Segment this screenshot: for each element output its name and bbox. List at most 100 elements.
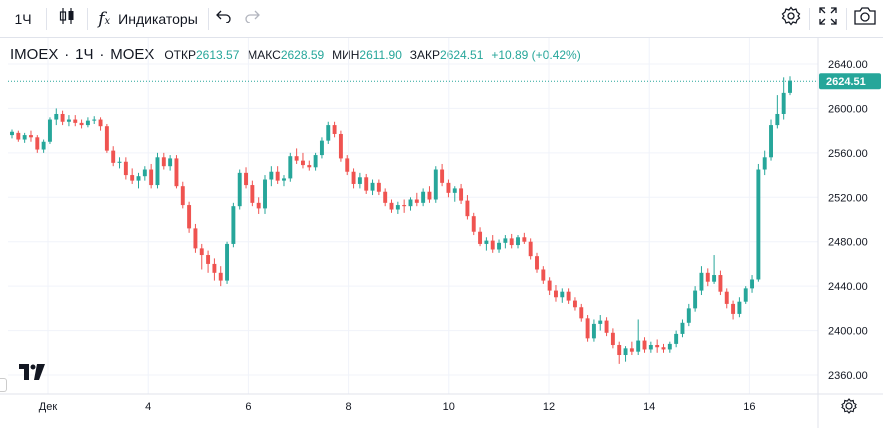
candle xyxy=(168,155,173,171)
candle xyxy=(718,270,723,296)
open-value: 2613.57 xyxy=(196,48,240,62)
fullscreen-button[interactable] xyxy=(810,0,846,38)
candle xyxy=(395,201,400,214)
candle-body xyxy=(579,307,584,319)
candle xyxy=(566,288,571,304)
candle xyxy=(680,319,685,338)
candle-body xyxy=(269,171,274,180)
candle-body xyxy=(263,179,267,209)
candle xyxy=(737,297,742,318)
candle xyxy=(54,108,59,126)
candle xyxy=(459,183,464,204)
price-chart[interactable]: 2640.00 2600.00 2560.00 2520.00 2480.00 2440.… xyxy=(0,38,883,428)
candle-body xyxy=(737,301,742,314)
redo-icon xyxy=(244,9,260,28)
candle xyxy=(560,288,565,303)
candle xyxy=(535,252,539,273)
candle xyxy=(497,239,502,253)
indicators-button[interactable]: fx Индикаторы xyxy=(88,0,208,38)
chart-type-button[interactable] xyxy=(47,0,87,38)
candle xyxy=(263,175,267,214)
candle-body xyxy=(560,291,565,298)
candle-body xyxy=(484,240,489,244)
candle-body xyxy=(629,348,634,352)
candle xyxy=(256,197,261,214)
candle-body xyxy=(307,165,312,168)
candle xyxy=(351,168,356,189)
candle-body xyxy=(756,169,761,280)
candle-body xyxy=(503,238,508,243)
candle-body xyxy=(111,150,116,163)
candle xyxy=(509,233,514,249)
candle-body xyxy=(516,237,520,246)
candle-body xyxy=(300,160,305,166)
candle-body xyxy=(440,169,445,183)
candle-body xyxy=(319,140,324,156)
settings-button[interactable] xyxy=(773,0,809,38)
candle-body xyxy=(762,157,767,170)
candle-body xyxy=(161,157,166,167)
candle xyxy=(440,163,445,187)
candle xyxy=(712,255,717,284)
candle-body xyxy=(591,323,596,339)
candle xyxy=(421,188,426,207)
candle-body xyxy=(326,125,331,141)
scroll-handle[interactable] xyxy=(0,378,7,392)
candle xyxy=(345,155,350,176)
candle xyxy=(193,223,198,253)
time-axis[interactable]: Дек 4 6 8 10 12 14 16 xyxy=(0,393,883,414)
undo-button[interactable] xyxy=(209,0,239,38)
x-tick-label: 8 xyxy=(346,401,352,413)
candle-body xyxy=(421,191,426,203)
candle-body xyxy=(244,172,248,186)
camera-icon xyxy=(854,7,876,30)
candle-body xyxy=(655,345,660,348)
price-axis[interactable]: 2640.00 2600.00 2560.00 2520.00 2480.00 2440.… xyxy=(817,38,881,428)
candles xyxy=(8,76,818,364)
candle xyxy=(427,186,432,203)
candle xyxy=(66,115,71,127)
candle-body xyxy=(452,188,457,193)
redo-button[interactable] xyxy=(239,0,265,38)
toolbar-divider xyxy=(208,7,209,30)
candle-body xyxy=(199,248,204,256)
candle-body xyxy=(693,290,698,309)
symbol-name: IMOEX xyxy=(10,46,59,63)
candle-body xyxy=(16,132,21,140)
candle xyxy=(376,179,381,196)
candle xyxy=(775,95,780,129)
candle-body xyxy=(446,182,451,193)
candle xyxy=(212,258,217,281)
x-tick-label: 6 xyxy=(245,401,251,413)
candle-body xyxy=(769,125,773,158)
candle xyxy=(648,341,653,353)
interval-button[interactable]: 1Ч xyxy=(0,0,46,38)
tradingview-logo[interactable] xyxy=(14,356,50,388)
close-label: ЗАКР xyxy=(409,48,441,62)
candle-body xyxy=(724,291,729,304)
y-tick-label: 2360.00 xyxy=(828,370,868,382)
candle xyxy=(370,179,375,196)
candle-body xyxy=(338,133,343,159)
candle-body xyxy=(117,161,122,163)
axis-settings-gear-icon[interactable] xyxy=(841,398,857,414)
candle-body xyxy=(598,320,603,324)
candle-body xyxy=(535,256,539,270)
last-price-badge: 2624.51 xyxy=(819,73,881,90)
candle-body xyxy=(541,269,546,281)
candle-body xyxy=(427,191,432,200)
candle-body xyxy=(680,322,685,334)
candle xyxy=(636,319,641,356)
snapshot-button[interactable] xyxy=(847,0,883,38)
candle xyxy=(478,227,483,247)
x-tick-label: 10 xyxy=(443,401,455,413)
legend-interval: 1Ч xyxy=(75,46,94,63)
y-tick-label: 2480.00 xyxy=(828,237,868,249)
candle-body xyxy=(528,241,533,257)
candle xyxy=(29,130,33,142)
x-tick-label: 16 xyxy=(743,401,755,413)
candle-body xyxy=(364,177,369,191)
series-legend: IMOEX · 1Ч · MOEX ОТКР2613.57 МАКС2628.5… xyxy=(10,46,581,63)
candle xyxy=(731,300,736,320)
candle xyxy=(572,297,577,311)
